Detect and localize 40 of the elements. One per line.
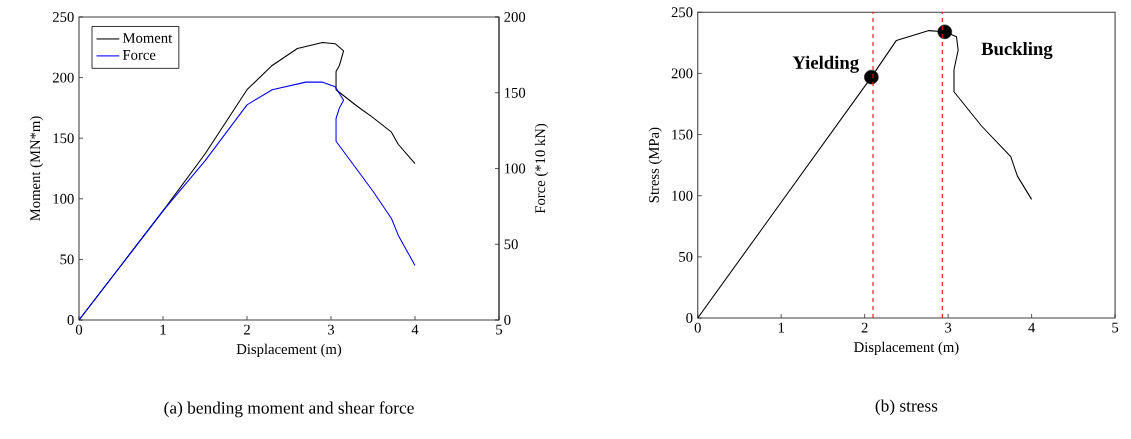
y-tick-label: 150: [672, 129, 693, 140]
y-tick-label: 100: [53, 193, 74, 204]
legend-label: Force: [122, 50, 156, 60]
y-axis-title: Moment (MN*m): [29, 116, 44, 221]
y2-axis-title: Force (*10 kN): [534, 123, 549, 214]
x-tick-label: 4: [411, 324, 419, 335]
x-tick-label: 4: [1028, 322, 1036, 333]
y-tick-label: 200: [671, 68, 693, 79]
text: (a) bending moment and shear force: [164, 401, 414, 418]
x-tick-label: 5: [496, 324, 503, 335]
x-tick-label: 1: [778, 322, 784, 333]
annotation: Yielding: [792, 55, 859, 73]
annotation: Buckling: [981, 41, 1053, 60]
y-tick-label: 50: [60, 254, 74, 265]
y2-tick-label: 0: [504, 315, 511, 325]
x-axis-title: Displacement (m): [854, 341, 959, 356]
y-tick-label: 250: [671, 7, 693, 18]
x-tick-label: 3: [328, 324, 335, 335]
y-tick-label: 50: [679, 251, 693, 262]
x-axis-title: Displacement (m): [236, 343, 342, 358]
y2-tick-label: 150: [505, 87, 526, 98]
y2-tick-label: 200: [504, 12, 526, 22]
y-axis-title: Stress (MPa): [648, 127, 662, 203]
x-tick-label: 2: [243, 324, 250, 335]
x-tick-label: 2: [861, 322, 868, 333]
y-tick-label: 150: [53, 133, 74, 144]
y-tick-label: 100: [672, 190, 693, 201]
text: (b) stress: [875, 399, 938, 416]
y2-tick-label: 50: [504, 239, 518, 250]
x-tick-label: 0: [694, 322, 701, 333]
x-tick-label: 3: [945, 322, 952, 333]
y-tick-label: 200: [52, 72, 74, 83]
x-tick-label: 0: [75, 324, 83, 335]
y2-tick-label: 100: [505, 163, 526, 174]
x-tick-label: 5: [1112, 322, 1119, 333]
y-tick-label: 250: [52, 12, 74, 22]
x-tick-label: 1: [160, 324, 166, 335]
y-tick-label: 0: [67, 315, 74, 325]
legend-label: Moment: [122, 33, 173, 43]
y-tick-label: 0: [686, 313, 693, 323]
